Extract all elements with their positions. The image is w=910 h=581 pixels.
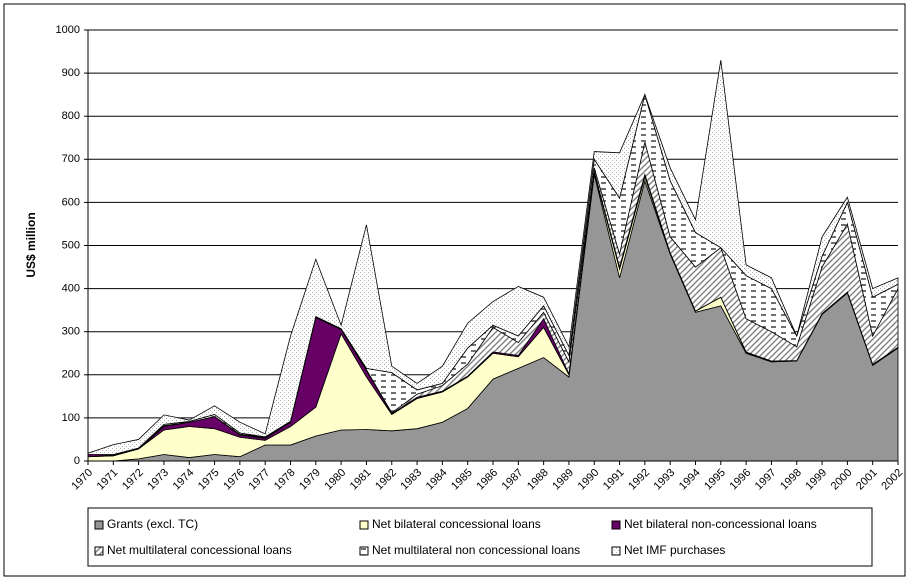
legend-swatch [611, 546, 621, 556]
legend-swatch [94, 520, 104, 530]
legend-label: Net bilateral concessional loans [372, 517, 541, 531]
area [87, 60, 899, 455]
legend-swatch [359, 520, 369, 530]
y-tick-label: 800 [62, 110, 80, 122]
legend-label: Net IMF purchases [624, 543, 725, 557]
legend-label: Net multilateral non concessional loans [372, 543, 580, 557]
y-tick-label: 0 [74, 455, 80, 467]
y-tick-label: 600 [62, 196, 80, 208]
legend-label: Net bilateral non-concessional loans [624, 517, 817, 531]
y-tick-label: 300 [62, 326, 80, 338]
legend-swatch [94, 546, 104, 556]
y-tick-label: 700 [62, 153, 80, 165]
legend-box [87, 507, 873, 567]
legend-label: Net multilateral concessional loans [107, 543, 292, 557]
y-axis-label: US$ million [24, 212, 38, 277]
legend-swatch [359, 546, 369, 556]
y-tick-label: 1000 [56, 24, 80, 36]
legend-swatch [611, 520, 621, 530]
y-tick-label: 400 [62, 283, 80, 295]
legend-label: Grants (excl. TC) [107, 517, 198, 531]
y-tick-label: 200 [62, 369, 80, 381]
y-tick-label: 500 [62, 239, 80, 251]
y-tick-label: 900 [62, 67, 80, 79]
y-tick-label: 100 [62, 412, 80, 424]
